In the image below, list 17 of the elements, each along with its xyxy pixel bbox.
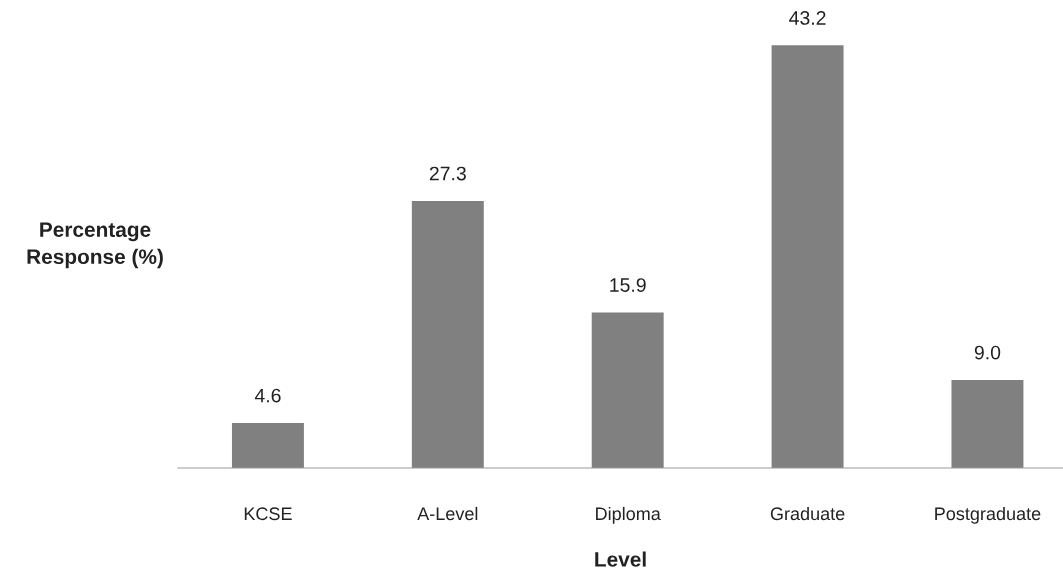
data-label: 15.9: [610, 278, 646, 292]
x-tick-label: KCSE: [244, 507, 292, 521]
data-label: 9.0: [974, 345, 1001, 360]
bar: [591, 312, 664, 468]
x-tick-label: Diploma: [596, 506, 661, 524]
bar: [771, 45, 844, 468]
x-tick-label: Graduate: [770, 506, 845, 521]
data-label: 43.2: [789, 11, 826, 25]
bar: [951, 379, 1024, 468]
data-label: 4.6: [254, 388, 281, 403]
bar: [231, 423, 304, 468]
x-axis-title: Level: [595, 551, 646, 567]
x-tick-label: Postgraduate: [935, 506, 1041, 524]
bar: [411, 200, 484, 468]
x-tick-label: A-Level: [417, 506, 478, 521]
y-axis-title: Percentage Response (%): [27, 222, 163, 269]
data-label: 27.3: [429, 166, 466, 181]
